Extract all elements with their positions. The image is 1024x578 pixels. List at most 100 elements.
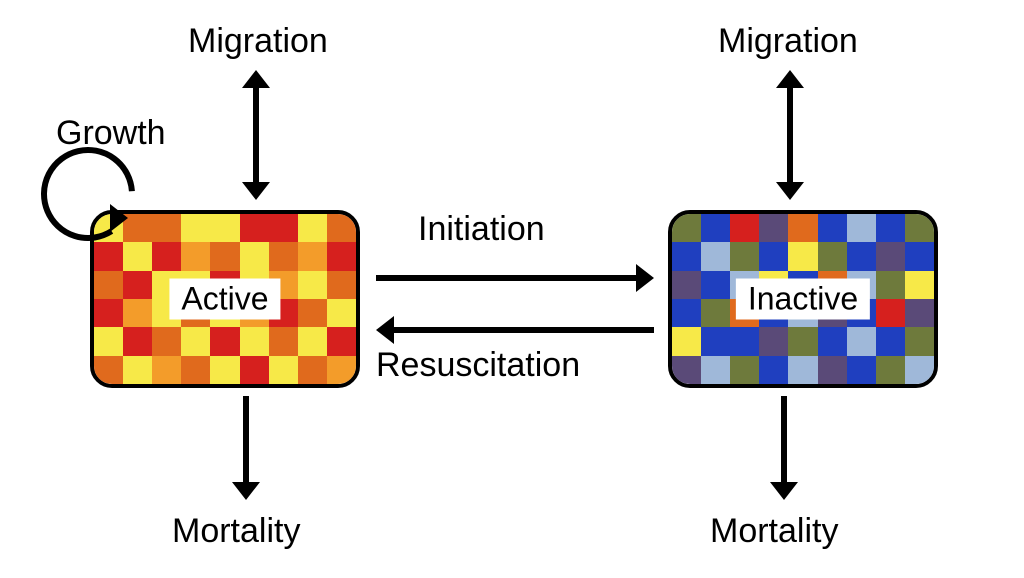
grid-cell bbox=[818, 356, 847, 384]
mortality-right-label: Mortality bbox=[710, 512, 838, 551]
grid-cell bbox=[123, 214, 152, 242]
grid-cell bbox=[876, 271, 905, 299]
grid-cell bbox=[123, 299, 152, 327]
grid-cell bbox=[788, 242, 817, 270]
active-state-box: Active bbox=[90, 210, 360, 388]
grid-cell bbox=[905, 271, 934, 299]
grid-cell bbox=[701, 214, 730, 242]
grid-cell bbox=[701, 299, 730, 327]
grid-cell bbox=[701, 356, 730, 384]
grid-cell bbox=[298, 242, 327, 270]
diagram-stage: Active Inactive Migration Migration Grow… bbox=[0, 0, 1024, 578]
grid-cell bbox=[269, 356, 298, 384]
grid-cell bbox=[847, 327, 876, 355]
inactive-state-label: Inactive bbox=[736, 279, 870, 320]
grid-cell bbox=[701, 242, 730, 270]
grid-cell bbox=[240, 214, 269, 242]
grid-cell bbox=[876, 327, 905, 355]
grid-cell bbox=[327, 356, 356, 384]
grid-cell bbox=[298, 214, 327, 242]
grid-cell bbox=[818, 214, 847, 242]
grid-cell bbox=[152, 327, 181, 355]
grid-cell bbox=[240, 356, 269, 384]
grid-cell bbox=[152, 356, 181, 384]
grid-cell bbox=[181, 356, 210, 384]
grid-cell bbox=[210, 242, 239, 270]
grid-cell bbox=[94, 214, 123, 242]
grid-cell bbox=[240, 327, 269, 355]
grid-cell bbox=[327, 242, 356, 270]
grid-cell bbox=[94, 299, 123, 327]
initiation-label: Initiation bbox=[418, 210, 545, 249]
grid-cell bbox=[240, 242, 269, 270]
grid-cell bbox=[818, 242, 847, 270]
grid-cell bbox=[730, 356, 759, 384]
active-state-label: Active bbox=[169, 279, 280, 320]
grid-cell bbox=[876, 356, 905, 384]
grid-cell bbox=[847, 214, 876, 242]
grid-cell bbox=[759, 356, 788, 384]
grid-cell bbox=[672, 356, 701, 384]
grid-cell bbox=[210, 327, 239, 355]
grid-cell bbox=[181, 327, 210, 355]
grid-cell bbox=[210, 214, 239, 242]
grid-cell bbox=[672, 242, 701, 270]
grid-cell bbox=[905, 242, 934, 270]
mortality-left-label: Mortality bbox=[172, 512, 300, 551]
grid-cell bbox=[905, 299, 934, 327]
grid-cell bbox=[327, 299, 356, 327]
grid-cell bbox=[152, 214, 181, 242]
grid-cell bbox=[876, 299, 905, 327]
migration-left-label: Migration bbox=[188, 22, 328, 61]
grid-cell bbox=[905, 327, 934, 355]
grid-cell bbox=[298, 271, 327, 299]
grid-cell bbox=[701, 271, 730, 299]
grid-cell bbox=[759, 214, 788, 242]
grid-cell bbox=[672, 327, 701, 355]
grid-cell bbox=[210, 356, 239, 384]
grid-cell bbox=[905, 214, 934, 242]
grid-cell bbox=[876, 242, 905, 270]
grid-cell bbox=[905, 356, 934, 384]
grid-cell bbox=[701, 327, 730, 355]
grid-cell bbox=[298, 356, 327, 384]
grid-cell bbox=[269, 214, 298, 242]
grid-cell bbox=[94, 271, 123, 299]
grid-cell bbox=[847, 242, 876, 270]
grid-cell bbox=[672, 271, 701, 299]
grid-cell bbox=[730, 214, 759, 242]
grid-cell bbox=[730, 327, 759, 355]
inactive-state-box: Inactive bbox=[668, 210, 938, 388]
growth-label: Growth bbox=[56, 114, 166, 153]
grid-cell bbox=[181, 214, 210, 242]
grid-cell bbox=[123, 327, 152, 355]
grid-cell bbox=[327, 271, 356, 299]
grid-cell bbox=[123, 242, 152, 270]
grid-cell bbox=[298, 327, 327, 355]
grid-cell bbox=[152, 242, 181, 270]
grid-cell bbox=[672, 299, 701, 327]
grid-cell bbox=[327, 214, 356, 242]
grid-cell bbox=[94, 356, 123, 384]
grid-cell bbox=[788, 327, 817, 355]
grid-cell bbox=[730, 242, 759, 270]
grid-cell bbox=[788, 214, 817, 242]
grid-cell bbox=[94, 327, 123, 355]
resuscitation-label: Resuscitation bbox=[376, 346, 580, 385]
migration-right-label: Migration bbox=[718, 22, 858, 61]
grid-cell bbox=[327, 327, 356, 355]
grid-cell bbox=[181, 242, 210, 270]
grid-cell bbox=[298, 299, 327, 327]
grid-cell bbox=[269, 242, 298, 270]
grid-cell bbox=[876, 214, 905, 242]
grid-cell bbox=[818, 327, 847, 355]
grid-cell bbox=[269, 327, 298, 355]
grid-cell bbox=[788, 356, 817, 384]
grid-cell bbox=[847, 356, 876, 384]
grid-cell bbox=[759, 327, 788, 355]
grid-cell bbox=[94, 242, 123, 270]
grid-cell bbox=[123, 271, 152, 299]
grid-cell bbox=[123, 356, 152, 384]
grid-cell bbox=[672, 214, 701, 242]
grid-cell bbox=[759, 242, 788, 270]
